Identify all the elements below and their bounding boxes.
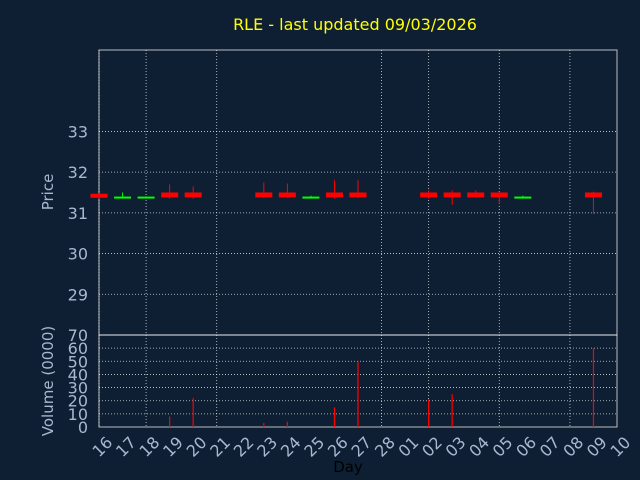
candle-body	[584, 192, 602, 198]
price-tick-label: 32	[68, 163, 88, 182]
x-tick-label: 10	[606, 433, 634, 461]
volume-tick-label: 0	[78, 418, 88, 437]
price-axis-label: Price	[39, 174, 57, 211]
candle-body	[443, 192, 461, 198]
volume-axis-label: Volume (0000)	[39, 326, 57, 436]
volume-tick-label: 20	[68, 392, 88, 411]
candle-body	[325, 192, 343, 198]
candle-body	[349, 192, 367, 198]
chart-title: RLE - last updated 09/03/2026	[233, 15, 477, 34]
price-tick-label: 31	[68, 204, 88, 223]
price-tick-label: 29	[68, 285, 88, 304]
candle-body	[420, 192, 438, 198]
candle-body	[302, 196, 320, 199]
candle-body	[467, 192, 485, 198]
volume-tick-label: 60	[68, 339, 88, 358]
candle-body	[90, 193, 108, 198]
candle-body	[114, 196, 132, 199]
volume-tick-label: 70	[68, 326, 88, 345]
candle-body	[255, 192, 273, 198]
candle-body	[184, 192, 202, 198]
volume-tick-label: 50	[68, 352, 88, 371]
volume-tick-label: 40	[68, 365, 88, 384]
candle-body	[137, 196, 155, 199]
candle-body	[161, 192, 179, 198]
price-tick-label: 30	[68, 245, 88, 264]
candle-body	[514, 196, 532, 199]
volume-tick-label: 30	[68, 379, 88, 398]
price-tick-label: 33	[68, 122, 88, 141]
x-axis-label: Day	[333, 458, 363, 476]
candle-body	[278, 192, 296, 198]
volume-tick-label: 10	[68, 405, 88, 424]
candle-body	[490, 192, 508, 198]
